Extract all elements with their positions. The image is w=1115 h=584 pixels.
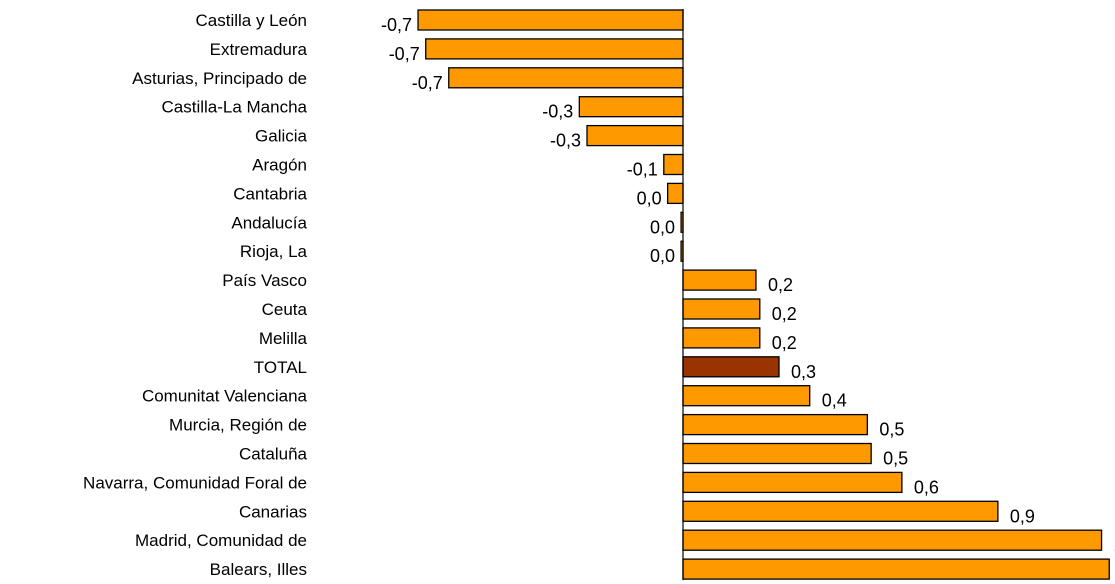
bar-total <box>682 356 780 378</box>
bar-cataluna <box>682 442 872 465</box>
bar-pais-vasco <box>682 269 757 291</box>
category-label-ceuta: Ceuta <box>262 300 308 319</box>
value-label-rioja-la: 0,0 <box>650 246 675 266</box>
bars-layer <box>417 9 1110 580</box>
value-labels: -0,7 -0,7 -0,7 -0,3 -0,3 -0,1 0,0 0,0 0,0 0,2 0,2 0… <box>381 15 1115 555</box>
category-label-canarias: Canarias <box>239 502 307 521</box>
value-label-murcia-region-de: 0,5 <box>879 420 904 440</box>
bar-melilla <box>682 327 761 349</box>
category-label-cantabria: Cantabria <box>233 184 307 203</box>
value-label-cantabria: 0,0 <box>637 188 662 208</box>
bar-ceuta <box>682 298 761 320</box>
value-label-ceuta: 0,2 <box>772 304 797 324</box>
category-label-castilla-y-leon: Castilla y León <box>195 11 307 30</box>
value-label-asturias-principado-de: -0,7 <box>412 73 443 93</box>
category-label-galicia: Galicia <box>255 127 308 146</box>
value-label-madrid-comunidad-de: 1,1 <box>1114 535 1115 555</box>
value-label-andalucia: 0,0 <box>650 217 675 237</box>
value-label-aragon: -0,1 <box>627 160 658 180</box>
category-label-murcia-region-de: Murcia, Región de <box>169 416 307 435</box>
category-label-castilla-la-mancha: Castilla-La Mancha <box>161 98 307 117</box>
bar-aragon <box>663 153 684 176</box>
bar-galicia <box>586 124 684 147</box>
value-label-melilla: 0,2 <box>772 333 797 353</box>
bar-navarra-comunidad-foral-de <box>682 471 903 494</box>
bar-extremadura <box>425 38 684 60</box>
bar-canarias <box>682 500 999 522</box>
bar-castilla-y-leon <box>417 9 684 31</box>
bar-cantabria <box>666 182 684 205</box>
category-label-extremadura: Extremadura <box>210 40 308 59</box>
value-label-canarias: 0,9 <box>1010 506 1035 526</box>
category-label-total: TOTAL <box>254 358 307 377</box>
value-label-castilla-y-leon: -0,7 <box>381 15 412 35</box>
category-label-balears-illes: Balears, Illes <box>210 560 307 579</box>
value-label-pais-vasco: 0,2 <box>768 275 793 295</box>
category-label-melilla: Melilla <box>259 329 308 348</box>
category-label-pais-vasco: País Vasco <box>222 271 307 290</box>
bar-murcia-region-de <box>682 413 868 436</box>
bar-madrid-comunidad-de <box>682 529 1103 551</box>
category-label-asturias-principado-de: Asturias, Principado de <box>132 69 307 88</box>
value-label-comunitat-valenciana: 0,4 <box>822 391 847 411</box>
category-label-aragon: Aragón <box>252 156 307 175</box>
bar-balears-illes <box>682 558 1110 580</box>
category-label-madrid-comunidad-de: Madrid, Comunidad de <box>135 531 307 550</box>
value-label-navarra-comunidad-foral-de: 0,6 <box>914 477 939 497</box>
bar-castilla-la-mancha <box>578 96 684 118</box>
category-label-navarra-comunidad-foral-de: Navarra, Comunidad Foral de <box>83 473 307 492</box>
bar-comunitat-valenciana <box>682 385 811 407</box>
bar-asturias-principado-de <box>448 67 684 89</box>
value-label-castilla-la-mancha: -0,3 <box>542 102 573 122</box>
category-label-cataluna: Cataluña <box>239 445 308 464</box>
value-label-galicia: -0,3 <box>550 131 581 151</box>
category-labels: Castilla y León Extremadura Asturias, Prin… <box>83 11 307 579</box>
category-label-andalucia: Andalucía <box>231 213 307 232</box>
value-label-extremadura: -0,7 <box>389 44 420 64</box>
category-label-comunitat-valenciana: Comunitat Valenciana <box>142 387 308 406</box>
category-label-rioja-la: Rioja, La <box>240 242 308 261</box>
value-label-total: 0,3 <box>791 362 816 382</box>
value-label-cataluna: 0,5 <box>883 449 908 469</box>
